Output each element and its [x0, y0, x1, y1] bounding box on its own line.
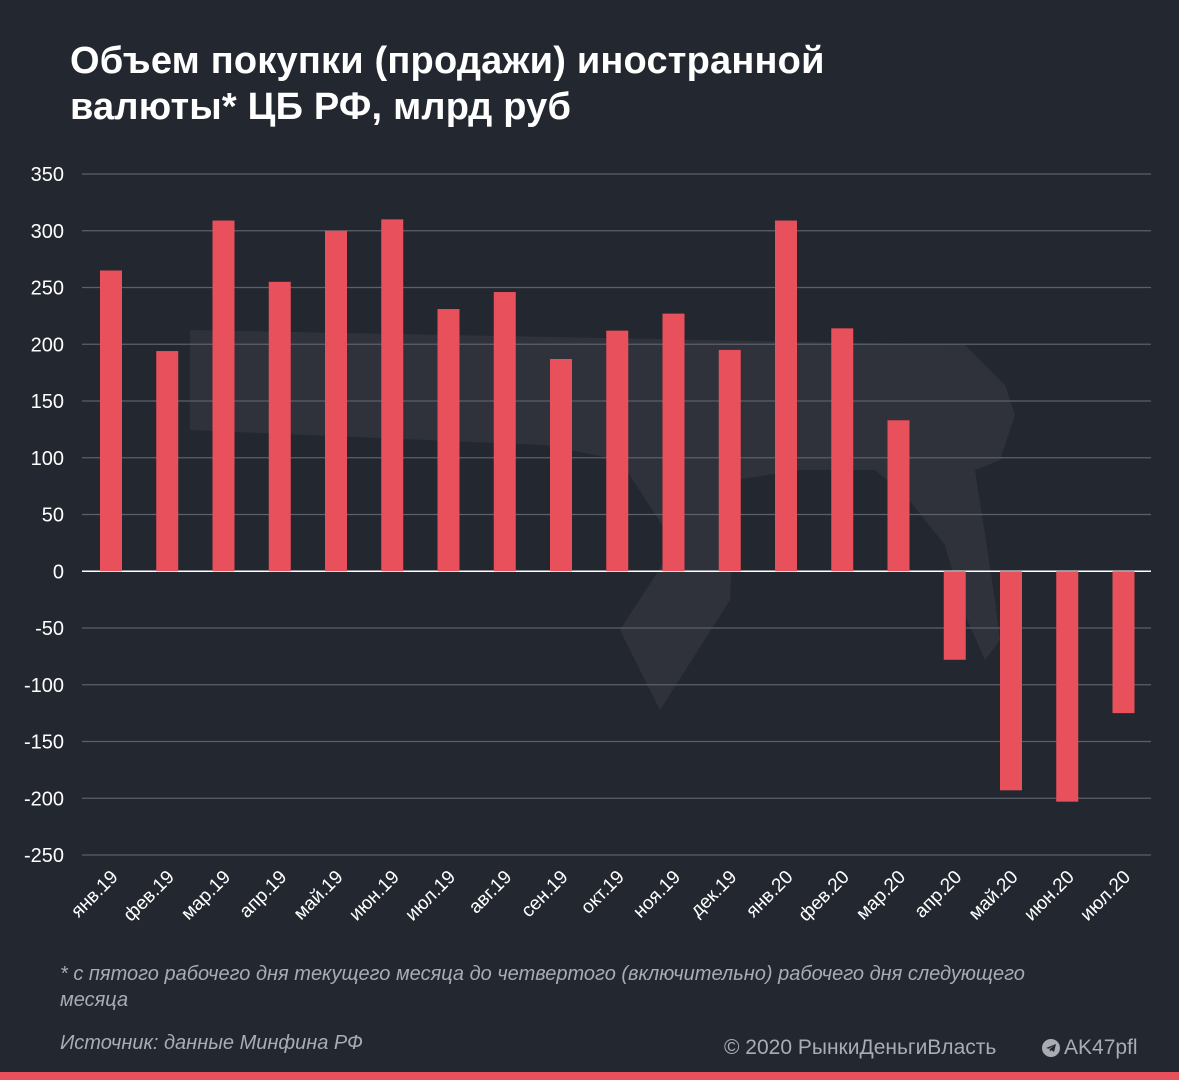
y-tick-label: 100 [31, 448, 64, 470]
bar [325, 230, 347, 572]
y-tick-label: 50 [42, 505, 64, 527]
x-tick-label: апр.19 [236, 867, 292, 923]
bar [1056, 571, 1079, 802]
x-tick-label: апр.20 [911, 867, 967, 923]
x-tick-label: дек.19 [687, 867, 742, 922]
y-tick-label: -200 [24, 788, 64, 810]
x-tick-label: янв.19 [67, 867, 122, 922]
y-tick-label: 250 [31, 278, 64, 300]
x-tick-label: фев.19 [120, 867, 179, 926]
bar [1000, 571, 1022, 791]
x-tick-label: мар.19 [177, 867, 235, 925]
x-tick-label: янв.20 [742, 867, 797, 922]
bar [775, 220, 797, 572]
y-tick-label: 0 [53, 561, 64, 583]
x-tick-label: ноя.19 [629, 867, 685, 923]
y-tick-label: -150 [24, 732, 64, 754]
x-tick-label: июн.19 [345, 867, 404, 926]
bar [718, 349, 741, 572]
y-tick-label: 200 [31, 334, 64, 356]
y-tick-label: -100 [24, 675, 64, 697]
x-tick-label: июл.20 [1076, 867, 1135, 926]
y-tick-label: 350 [31, 164, 64, 186]
x-tick-label: фев.20 [795, 867, 854, 926]
y-tick-label: 300 [31, 221, 64, 243]
bar [493, 292, 516, 572]
y-tick-label: -50 [35, 618, 64, 640]
channel-handle[interactable]: AK47pfl [1042, 1036, 1138, 1060]
x-tick-label: авг.19 [465, 867, 516, 918]
bar [887, 420, 910, 572]
bottom-accent-bar [0, 1072, 1179, 1080]
footnote: * с пятого рабочего дня текущего месяца … [60, 963, 1025, 1011]
source-note: Источник: данные Минфина РФ [60, 1032, 363, 1054]
x-tick-label: июл.19 [401, 867, 460, 926]
telegram-icon [1042, 1039, 1060, 1057]
y-tick-label: -250 [24, 845, 64, 867]
bar [606, 330, 629, 572]
bar [437, 309, 460, 572]
bar [662, 313, 685, 572]
bar [831, 328, 854, 572]
bar [1112, 571, 1135, 714]
chart-title: Объем покупки (продажи) иностранной валю… [70, 40, 825, 128]
bar [156, 351, 179, 572]
x-tick-label: май.19 [290, 867, 348, 925]
x-tick-label: сен.19 [517, 867, 572, 922]
x-tick-label: окт.19 [577, 867, 629, 919]
copyright: © 2020 РынкиДеньгиВласть [724, 1036, 997, 1059]
bar [381, 219, 404, 572]
bar [212, 220, 235, 572]
bar [943, 571, 966, 660]
bar [268, 281, 291, 572]
x-tick-label: июн.20 [1020, 867, 1079, 926]
x-tick-label: мар.20 [852, 867, 910, 925]
bar [550, 359, 572, 572]
channel-label: AK47pfl [1064, 1036, 1138, 1059]
y-tick-label: 150 [31, 391, 64, 413]
bar [100, 270, 122, 572]
x-tick-label: май.20 [965, 867, 1023, 925]
